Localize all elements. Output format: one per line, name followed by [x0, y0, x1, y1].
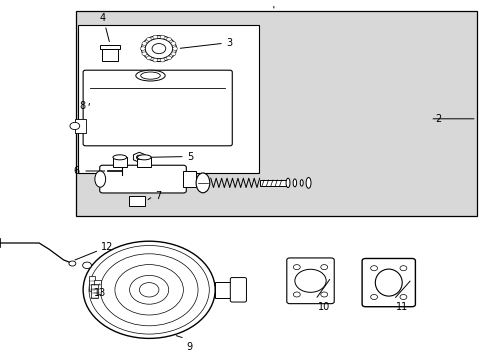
Circle shape: [146, 37, 151, 41]
Circle shape: [166, 37, 171, 41]
Text: 12: 12: [101, 242, 113, 252]
Ellipse shape: [293, 179, 296, 187]
FancyBboxPatch shape: [286, 258, 334, 303]
Circle shape: [145, 39, 172, 59]
Circle shape: [82, 262, 91, 269]
Ellipse shape: [137, 155, 151, 160]
Ellipse shape: [375, 269, 401, 296]
Bar: [102, 49, 118, 61]
Circle shape: [70, 122, 80, 130]
Bar: [129, 196, 144, 206]
Text: 9: 9: [186, 342, 193, 352]
Circle shape: [293, 292, 300, 297]
Circle shape: [370, 294, 377, 300]
Circle shape: [140, 47, 145, 50]
FancyBboxPatch shape: [83, 70, 232, 146]
Ellipse shape: [95, 171, 105, 187]
Ellipse shape: [285, 178, 289, 188]
Bar: [76, 11, 476, 216]
Bar: [215, 282, 232, 298]
Bar: [137, 157, 151, 167]
Bar: [100, 45, 120, 49]
Circle shape: [320, 265, 327, 270]
Ellipse shape: [136, 70, 165, 81]
Circle shape: [171, 42, 176, 45]
Bar: [75, 119, 85, 133]
Circle shape: [136, 155, 142, 159]
Circle shape: [152, 44, 165, 54]
Ellipse shape: [305, 177, 310, 188]
Circle shape: [171, 52, 176, 55]
Circle shape: [160, 58, 164, 62]
FancyBboxPatch shape: [100, 165, 186, 193]
Bar: [78, 25, 259, 173]
Text: 4: 4: [100, 13, 105, 23]
Ellipse shape: [113, 155, 126, 160]
Circle shape: [294, 269, 325, 292]
Circle shape: [153, 58, 158, 62]
Bar: [91, 284, 98, 298]
Circle shape: [146, 56, 151, 60]
Bar: [183, 171, 195, 187]
Circle shape: [153, 35, 158, 39]
Circle shape: [293, 265, 300, 270]
Circle shape: [69, 261, 76, 266]
Text: 10: 10: [317, 302, 329, 312]
Ellipse shape: [196, 173, 209, 193]
Circle shape: [399, 266, 406, 271]
Text: 7: 7: [155, 191, 161, 201]
Text: 5: 5: [186, 152, 193, 162]
Text: 2: 2: [434, 114, 441, 124]
Text: 3: 3: [225, 38, 232, 48]
Circle shape: [172, 47, 177, 50]
FancyBboxPatch shape: [361, 258, 415, 307]
Bar: [113, 157, 126, 167]
Circle shape: [83, 241, 215, 338]
Bar: [88, 276, 95, 291]
Text: 6: 6: [73, 166, 80, 176]
Circle shape: [141, 36, 176, 62]
Circle shape: [370, 266, 377, 271]
Circle shape: [142, 42, 146, 45]
Text: 13: 13: [94, 288, 106, 298]
Circle shape: [399, 294, 406, 300]
Circle shape: [142, 52, 146, 55]
Circle shape: [320, 292, 327, 297]
Circle shape: [166, 56, 171, 60]
Bar: [94, 280, 101, 294]
Ellipse shape: [300, 180, 303, 186]
Circle shape: [160, 35, 164, 39]
Text: 1: 1: [270, 0, 276, 2]
Text: 8: 8: [79, 101, 85, 111]
Bar: [259, 180, 286, 186]
Text: 11: 11: [395, 302, 407, 312]
Ellipse shape: [141, 72, 160, 79]
FancyBboxPatch shape: [230, 278, 246, 302]
